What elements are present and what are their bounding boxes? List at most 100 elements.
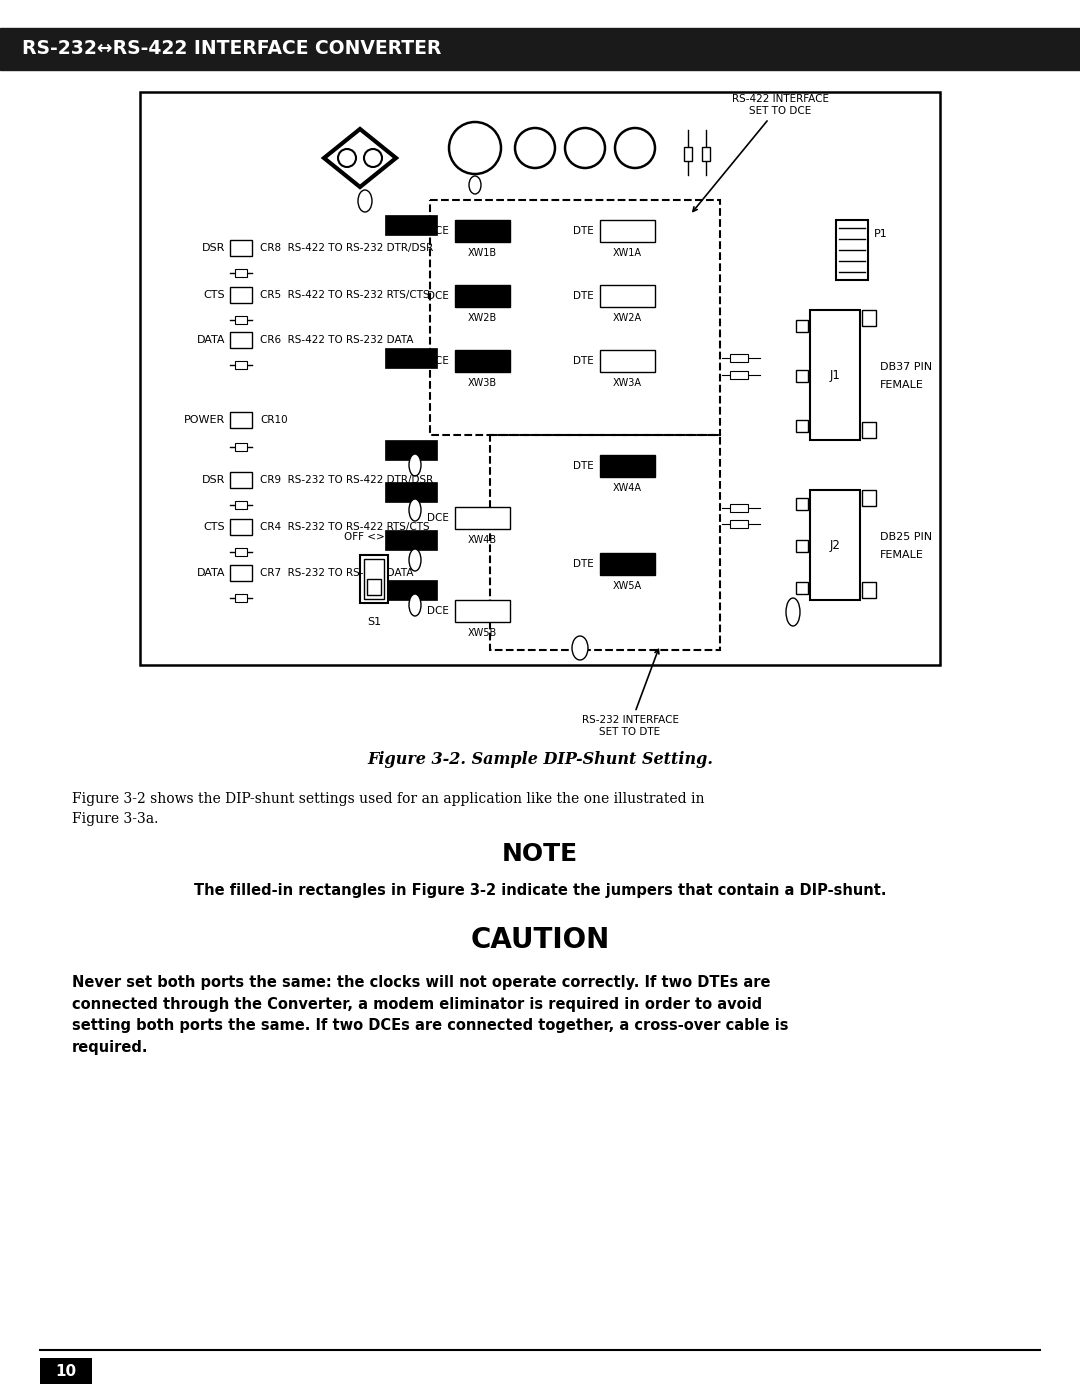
Bar: [0, 28, 1080, 70]
Text: XW4B: XW4B: [468, 535, 497, 545]
Text: DTE: DTE: [573, 461, 594, 471]
Bar: [235, 270, 247, 277]
Bar: [230, 520, 252, 535]
Text: FEMALE: FEMALE: [880, 550, 923, 560]
Circle shape: [449, 122, 501, 175]
Text: DB25 PIN: DB25 PIN: [880, 532, 932, 542]
Circle shape: [338, 149, 356, 168]
Bar: [230, 472, 252, 488]
Text: POWER: POWER: [184, 415, 225, 425]
Text: XW2B: XW2B: [468, 313, 497, 323]
Bar: [600, 285, 654, 307]
Text: DSR: DSR: [202, 243, 225, 253]
Ellipse shape: [409, 454, 421, 476]
Text: XW5A: XW5A: [613, 581, 643, 591]
Bar: [230, 564, 252, 581]
Bar: [796, 370, 808, 381]
Bar: [367, 578, 381, 595]
Text: CR4  RS-232 TO RS-422 RTS/CTS: CR4 RS-232 TO RS-422 RTS/CTS: [260, 522, 430, 532]
Bar: [730, 520, 748, 528]
Text: Figure 3-2 shows the DIP-shunt settings used for an application like the one ill: Figure 3-2 shows the DIP-shunt settings …: [72, 792, 704, 826]
Text: CR7  RS-232 TO RS-422 DATA: CR7 RS-232 TO RS-422 DATA: [260, 569, 414, 578]
Bar: [684, 147, 692, 161]
Circle shape: [515, 129, 555, 168]
Text: RS-232↔RS-422 INTERFACE CONVERTER: RS-232↔RS-422 INTERFACE CONVERTER: [22, 39, 442, 59]
Bar: [230, 286, 252, 303]
Bar: [730, 353, 748, 362]
Text: DB37 PIN: DB37 PIN: [880, 362, 932, 372]
Bar: [810, 490, 860, 599]
Bar: [384, 482, 437, 502]
Text: FEMALE: FEMALE: [880, 380, 923, 390]
Text: CTS: CTS: [203, 291, 225, 300]
Text: P1: P1: [874, 229, 888, 239]
Bar: [455, 219, 510, 242]
Text: Never set both ports the same: the clocks will not operate correctly. If two DTE: Never set both ports the same: the clock…: [72, 975, 788, 1055]
Bar: [810, 310, 860, 440]
Bar: [455, 599, 510, 622]
Ellipse shape: [786, 598, 800, 626]
Text: CR5  RS-422 TO RS-232 RTS/CTS: CR5 RS-422 TO RS-232 RTS/CTS: [260, 291, 430, 300]
Ellipse shape: [572, 636, 588, 659]
Bar: [862, 422, 876, 439]
Text: DATA: DATA: [197, 335, 225, 345]
Ellipse shape: [409, 594, 421, 616]
Ellipse shape: [409, 549, 421, 571]
Circle shape: [364, 149, 382, 168]
Bar: [836, 219, 868, 279]
Text: DTE: DTE: [573, 291, 594, 300]
Text: DCE: DCE: [427, 291, 449, 300]
Bar: [796, 420, 808, 432]
Bar: [730, 372, 748, 379]
Text: 10: 10: [55, 1363, 77, 1379]
Text: OFF <> ON: OFF <> ON: [345, 532, 404, 542]
Bar: [364, 559, 384, 599]
Bar: [455, 285, 510, 307]
Text: CTS: CTS: [203, 522, 225, 532]
Bar: [600, 553, 654, 576]
Ellipse shape: [469, 176, 481, 194]
Bar: [235, 360, 247, 369]
Text: XW1A: XW1A: [613, 249, 642, 258]
Text: RS-422 INTERFACE
SET TO DCE: RS-422 INTERFACE SET TO DCE: [693, 95, 828, 211]
Text: CR9  RS-232 TO RS-422 DTR/DSR: CR9 RS-232 TO RS-422 DTR/DSR: [260, 475, 433, 485]
Bar: [230, 332, 252, 348]
Bar: [490, 434, 720, 650]
Text: DCE: DCE: [427, 513, 449, 522]
Bar: [235, 594, 247, 602]
Bar: [230, 240, 252, 256]
Bar: [796, 320, 808, 332]
Bar: [384, 440, 437, 460]
Text: XW3A: XW3A: [613, 379, 642, 388]
Bar: [235, 502, 247, 509]
Text: Figure 3-2. Sample DIP-Shunt Setting.: Figure 3-2. Sample DIP-Shunt Setting.: [367, 752, 713, 768]
Text: DTE: DTE: [573, 356, 594, 366]
Text: NOTE: NOTE: [502, 842, 578, 866]
Bar: [600, 351, 654, 372]
Bar: [796, 541, 808, 552]
Text: RS-232 INTERFACE
SET TO DTE: RS-232 INTERFACE SET TO DTE: [581, 650, 678, 736]
Text: CAUTION: CAUTION: [471, 926, 609, 954]
Circle shape: [615, 129, 654, 168]
Text: XW5B: XW5B: [468, 629, 497, 638]
Text: XW1B: XW1B: [468, 249, 497, 258]
Text: CR8  RS-422 TO RS-232 DTR/DSR: CR8 RS-422 TO RS-232 DTR/DSR: [260, 243, 433, 253]
Bar: [796, 583, 808, 594]
Bar: [384, 529, 437, 550]
Bar: [40, 1358, 92, 1384]
Bar: [235, 443, 247, 451]
Bar: [384, 580, 437, 599]
Text: CR6  RS-422 TO RS-232 DATA: CR6 RS-422 TO RS-232 DATA: [260, 335, 414, 345]
Bar: [796, 497, 808, 510]
Bar: [702, 147, 710, 161]
Bar: [600, 455, 654, 476]
Text: DTE: DTE: [573, 559, 594, 569]
Bar: [430, 200, 720, 434]
Text: DATA: DATA: [197, 569, 225, 578]
Circle shape: [565, 129, 605, 168]
Text: DCE: DCE: [427, 356, 449, 366]
Text: XW3B: XW3B: [468, 379, 497, 388]
Bar: [140, 92, 940, 665]
Ellipse shape: [409, 499, 421, 521]
Text: DTE: DTE: [573, 226, 594, 236]
